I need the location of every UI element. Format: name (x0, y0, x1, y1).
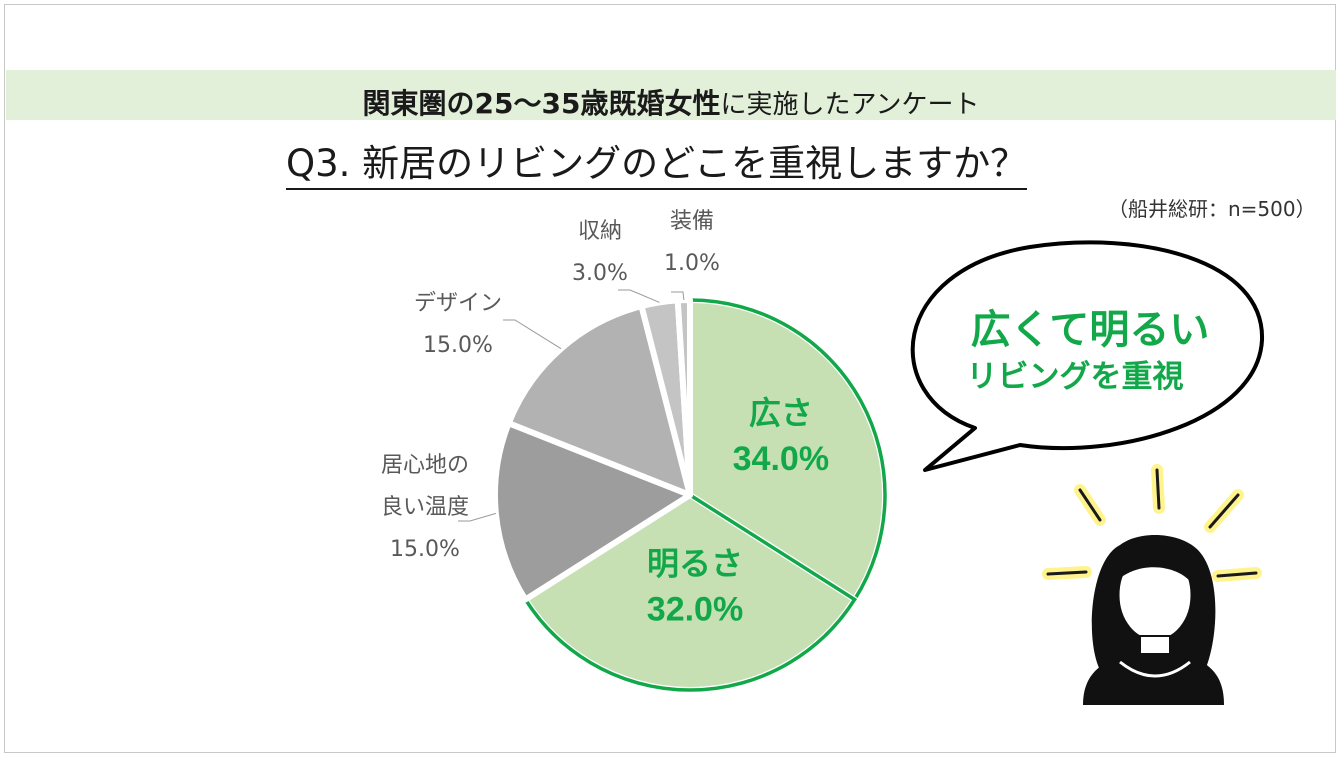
pie-slice-6 (674, 297, 693, 498)
speech-bubble (910, 240, 1265, 472)
leader-line-6 (671, 291, 685, 301)
pie-slice-outline-1 (688, 298, 887, 602)
slice-label-3: 居心地の (381, 453, 469, 478)
pie-slice-3 (492, 420, 693, 603)
pie-slices (492, 297, 888, 693)
slide-frame (4, 4, 1336, 753)
woman-avatar-icon (1083, 534, 1224, 705)
banner-bold-text: 関東圏の25～35歳既婚女性 (362, 87, 721, 120)
slice-label-4: デザイン (414, 291, 502, 316)
source-note: （船井総研：n=500） (1108, 197, 1316, 221)
slice-value-4: 15.0% (423, 333, 493, 358)
idea-rays-icon (1042, 464, 1262, 582)
leader-line-3 (458, 512, 497, 522)
pie-slice-outline-2 (522, 492, 858, 692)
banner-rest-text: に実施したアンケート (720, 90, 980, 120)
slice-label-1: 広さ (749, 394, 813, 432)
slice-value-6: 1.0% (664, 251, 720, 276)
slice-label-6: 装備 (670, 209, 714, 234)
callout-line2: リビングを重視 (967, 359, 1184, 395)
leader-line-4 (503, 319, 562, 350)
slice-label-2: 明るさ (647, 544, 743, 582)
pie-slice-4 (505, 303, 693, 498)
question-title: Q3. 新居のリビングのどこを重視しますか？ (286, 142, 1028, 190)
survey-banner (6, 70, 1336, 120)
slice-label-3: 良い温度 (381, 495, 469, 520)
slice-value-2: 32.0% (647, 590, 743, 628)
slice-value-1: 34.0% (733, 440, 829, 478)
banner-text: 関東圏の25～35歳既婚女性に実施したアンケート (0, 82, 1342, 122)
slice-value-3: 15.0% (390, 537, 460, 562)
callout-line1: 広くて明るい (971, 307, 1210, 353)
slice-label-5: 収納 (578, 219, 622, 244)
leader-line-5 (618, 289, 660, 303)
slice-value-5: 3.0% (572, 261, 628, 286)
